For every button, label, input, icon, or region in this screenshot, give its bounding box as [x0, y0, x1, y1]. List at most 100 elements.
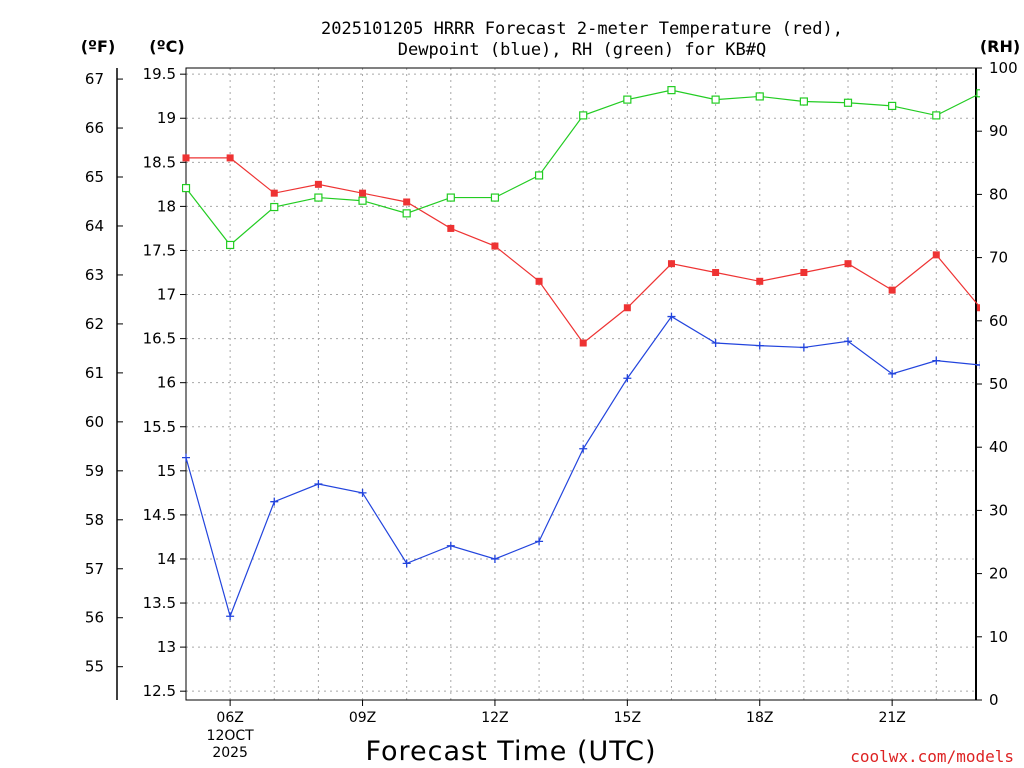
celsius-tick-label: 13.5	[143, 594, 176, 612]
x-tick-label: 06Z	[216, 710, 243, 726]
rh-tick-label: 90	[989, 122, 1008, 140]
dewpoint-point	[623, 374, 632, 383]
dewpoint-point	[932, 356, 941, 365]
temperature-point	[270, 189, 278, 197]
dewpoint-point	[799, 343, 808, 352]
credit-link[interactable]: coolwx.com/models	[850, 747, 1014, 766]
celsius-tick-label: 15.5	[143, 418, 176, 436]
relative-humidity-point	[358, 196, 367, 205]
dewpoint-point	[358, 488, 367, 497]
dewpoint-point	[535, 537, 544, 546]
celsius-tick-label: 16	[157, 374, 176, 392]
celsius-tick-label: 14	[157, 550, 176, 568]
fahrenheit-tick-label: 58	[85, 511, 104, 529]
dewpoint-point	[755, 341, 764, 350]
fahrenheit-tick-label: 62	[85, 315, 104, 333]
fahrenheit-tick-label: 55	[85, 658, 104, 676]
rh-tick-label: 60	[989, 312, 1008, 330]
celsius-tick-label: 17	[157, 286, 176, 304]
x-tick-label: 18Z	[746, 710, 773, 726]
temperature-point	[226, 154, 234, 162]
relative-humidity-point	[534, 171, 544, 180]
dewpoint-point	[844, 337, 853, 346]
temperature-point	[756, 277, 764, 285]
rh-tick-label: 100	[989, 59, 1018, 77]
rh-tick-label: 40	[989, 438, 1008, 456]
grid-lines	[186, 68, 976, 700]
temperature-point	[932, 251, 940, 259]
celsius-tick-label: 17.5	[143, 241, 176, 259]
temperature-point	[579, 339, 587, 347]
x-year-label: 2025	[212, 745, 248, 761]
rh-tick-label: 20	[989, 565, 1008, 583]
celsius-tick-label: 18.5	[143, 153, 176, 171]
relative-humidity-point	[623, 95, 632, 104]
relative-humidity-point	[755, 92, 764, 101]
temperature-point	[667, 260, 675, 268]
rh-tick-label: 70	[989, 249, 1008, 267]
fahrenheit-tick-label: 60	[85, 413, 104, 431]
dewpoint-line	[185, 315, 980, 619]
dewpoint-point	[579, 444, 588, 453]
celsius-tick-label: 19	[157, 109, 176, 127]
relative-humidity-point	[711, 95, 720, 104]
celsius-tick-label: 13	[157, 638, 176, 656]
celsius-tick-label: 19.5	[143, 65, 176, 83]
temperature-point	[712, 268, 720, 276]
data-series	[182, 86, 980, 621]
fahrenheit-tick-label: 61	[85, 364, 104, 382]
x-tick-label: 12Z	[481, 710, 508, 726]
x-tick-label: 15Z	[614, 710, 641, 726]
dewpoint-point	[490, 554, 499, 563]
celsius-tick-label: 16.5	[143, 330, 176, 348]
temperature-point	[800, 268, 808, 276]
rh-tick-label: 80	[989, 185, 1008, 203]
relative-humidity-point	[182, 183, 191, 193]
dewpoint-point	[402, 559, 411, 568]
temperature-point	[314, 180, 322, 188]
axes: 12.5 13 13.5 14 14.5 15 15.5 16 16.5 17 17.5 18 18.5…	[85, 59, 1018, 761]
x-tick-label: 21Z	[878, 710, 905, 726]
fahrenheit-tick-label: 65	[85, 168, 104, 186]
relative-humidity-point	[843, 98, 853, 107]
relative-humidity-point	[226, 240, 235, 250]
relative-humidity-point	[976, 89, 980, 98]
x-tick-label: 09Z	[349, 710, 376, 726]
relative-humidity-point	[490, 193, 500, 202]
rh-unit-label: (RH)	[980, 37, 1020, 56]
relative-humidity-point	[270, 202, 279, 212]
chart-title-line-2: Dewpoint (blue), RH (green) for KB#Q	[398, 40, 766, 60]
dewpoint-point	[446, 541, 455, 550]
temperature-point	[844, 260, 852, 268]
fahrenheit-tick-label: 67	[85, 70, 104, 88]
x-date-label: 12OCT	[207, 728, 255, 744]
fahrenheit-tick-label: 66	[85, 119, 104, 137]
celsius-unit-label: (ºC)	[149, 37, 184, 56]
dewpoint-point	[182, 453, 190, 462]
celsius-tick-label: 15	[157, 462, 176, 480]
temperature-point	[491, 242, 499, 250]
relative-humidity-point	[932, 111, 941, 120]
temperature-point	[403, 198, 411, 206]
celsius-tick-label: 12.5	[143, 682, 176, 700]
relative-humidity-point	[888, 101, 897, 111]
relative-humidity-point	[402, 209, 411, 218]
dewpoint-point	[711, 339, 720, 348]
rh-tick-label: 50	[989, 375, 1008, 393]
temperature-point	[182, 154, 190, 162]
relative-humidity-point	[446, 193, 455, 202]
temperature-point	[623, 304, 631, 312]
dewpoint-point	[314, 480, 323, 489]
dewpoint-point	[667, 312, 676, 321]
dewpoint-point	[226, 612, 235, 621]
fahrenheit-tick-label: 56	[85, 609, 104, 627]
fahrenheit-tick-label: 64	[85, 217, 104, 235]
dewpoint-point	[976, 361, 980, 370]
rh-tick-label: 30	[989, 501, 1008, 519]
temperature-point	[535, 277, 543, 285]
plot-frame	[185, 67, 977, 701]
relative-humidity-point	[579, 111, 588, 120]
fahrenheit-tick-label: 63	[85, 266, 104, 284]
fahrenheit-tick-label: 59	[85, 462, 104, 480]
